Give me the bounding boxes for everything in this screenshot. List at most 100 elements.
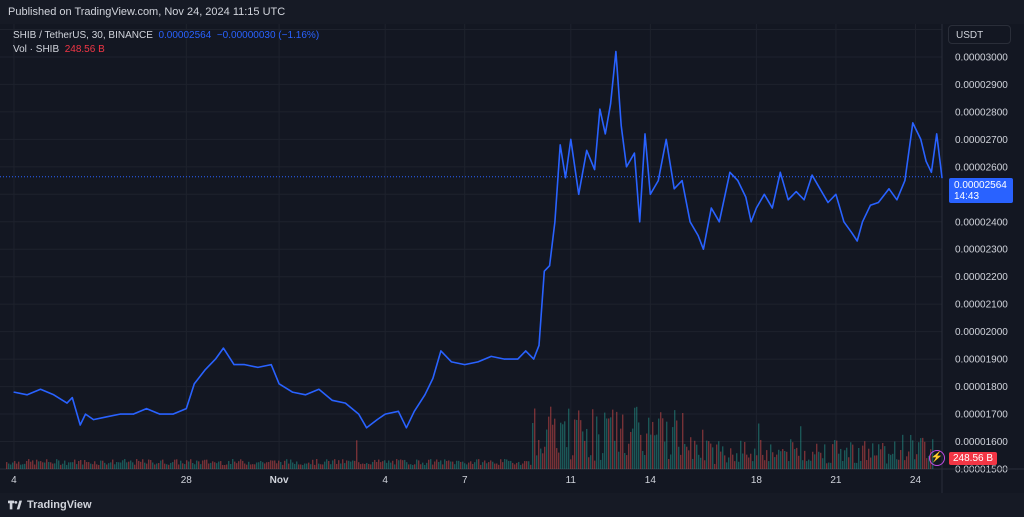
volume-bar: [214, 462, 216, 469]
volume-bar: [876, 455, 878, 469]
volume-bar: [854, 462, 856, 469]
volume-bar: [514, 464, 516, 469]
tradingview-logo[interactable]: TradingView: [8, 499, 92, 511]
volume-bar: [204, 459, 206, 469]
price-point: [66, 402, 68, 404]
volume-bar: [68, 462, 70, 469]
volume-bar: [704, 460, 706, 469]
volume-bar: [124, 459, 126, 469]
volume-bar: [896, 459, 898, 469]
price-point: [745, 196, 747, 198]
volume-bar: [824, 444, 826, 469]
volume-bar: [24, 463, 26, 469]
volume-bar: [624, 453, 626, 469]
volume-bar: [168, 464, 170, 469]
symbol-label[interactable]: SHIB / TetherUS, 30, BINANCE: [13, 30, 153, 41]
x-tick-label: 14: [645, 475, 657, 486]
volume-bar: [560, 422, 562, 469]
volume-bar: [702, 429, 704, 469]
volume-bar: [710, 443, 712, 469]
x-tick-label: 4: [11, 475, 17, 486]
volume-bar: [748, 457, 750, 469]
tradingview-logo-icon: [8, 500, 22, 510]
price-point: [503, 358, 506, 360]
y-tick-label: 0.00002700: [955, 135, 1008, 146]
volume-bar: [82, 464, 84, 469]
volume-bar: [110, 462, 112, 469]
volume-bar: [190, 459, 192, 469]
volume-bar: [618, 451, 620, 469]
volume-bar: [216, 463, 218, 469]
volume-bar: [14, 461, 16, 469]
volume-bar: [628, 443, 630, 469]
volume-bar: [48, 462, 50, 469]
volume-bar: [208, 463, 210, 469]
volume-bar: [750, 453, 752, 469]
volume-bar: [92, 464, 94, 469]
price-point: [559, 144, 561, 146]
volume-bar: [96, 464, 98, 469]
volume-bar: [148, 459, 150, 469]
currency-button[interactable]: USDT: [948, 25, 1011, 44]
volume-bar: [272, 460, 274, 469]
volume-bar: [438, 461, 440, 469]
price-point: [689, 221, 691, 223]
volume-bar: [76, 464, 78, 469]
volume-bar: [310, 464, 312, 469]
volume-bar: [64, 460, 66, 469]
volume-bar: [6, 462, 8, 469]
volume-bar: [350, 461, 352, 469]
volume-bar: [652, 421, 654, 469]
volume-bar: [316, 459, 318, 469]
chart-area[interactable]: 0.000031000.000030000.000029000.00002800…: [0, 24, 1024, 493]
volume-bar: [314, 464, 316, 469]
x-tick-label: 11: [566, 475, 577, 486]
volume-bar: [36, 459, 38, 469]
volume-bar: [188, 461, 190, 469]
price-point: [145, 408, 148, 410]
price-point: [578, 193, 580, 195]
volume-bar: [446, 460, 448, 469]
lightning-icon[interactable]: ⚡: [929, 450, 945, 466]
volume-bar: [368, 463, 370, 469]
price-point: [53, 394, 55, 396]
volume-bar: [32, 460, 34, 469]
price-chart[interactable]: 0.000031000.000030000.000029000.00002800…: [0, 24, 1024, 493]
volume-label[interactable]: Vol · SHIB: [13, 44, 60, 55]
volume-bar: [640, 434, 642, 469]
volume-bar: [302, 464, 304, 469]
volume-bar: [678, 446, 680, 469]
volume-bar: [790, 439, 792, 469]
volume-bar: [138, 460, 140, 469]
volume-bar: [902, 434, 904, 469]
volume-bar: [806, 461, 808, 469]
price-point: [405, 427, 407, 429]
volume-bar: [636, 406, 638, 469]
price-point: [750, 221, 752, 223]
volume-bar: [498, 464, 500, 469]
price-point: [172, 413, 174, 415]
volume-bar: [78, 461, 80, 469]
price-point: [930, 171, 933, 173]
volume-bar: [906, 456, 908, 469]
volume-bar: [434, 461, 436, 469]
volume-bar: [898, 459, 900, 469]
volume-bar: [620, 428, 622, 469]
volume-bar: [722, 446, 724, 469]
volume-bar: [18, 461, 20, 469]
volume-bar: [558, 452, 560, 469]
price-point: [633, 152, 636, 154]
volume-bar: [860, 460, 862, 469]
volume-bar: [844, 450, 846, 469]
price-point: [861, 221, 864, 223]
price-point: [610, 103, 612, 105]
volume-bar: [300, 464, 302, 469]
volume-bar: [34, 464, 36, 469]
volume-bar: [358, 462, 360, 469]
volume-bar: [370, 464, 372, 469]
volume-bar: [928, 456, 930, 469]
price-point: [119, 413, 121, 415]
volume-bar: [342, 459, 344, 469]
y-tick-label: 0.00001800: [955, 382, 1008, 393]
volume-bar: [794, 449, 796, 469]
